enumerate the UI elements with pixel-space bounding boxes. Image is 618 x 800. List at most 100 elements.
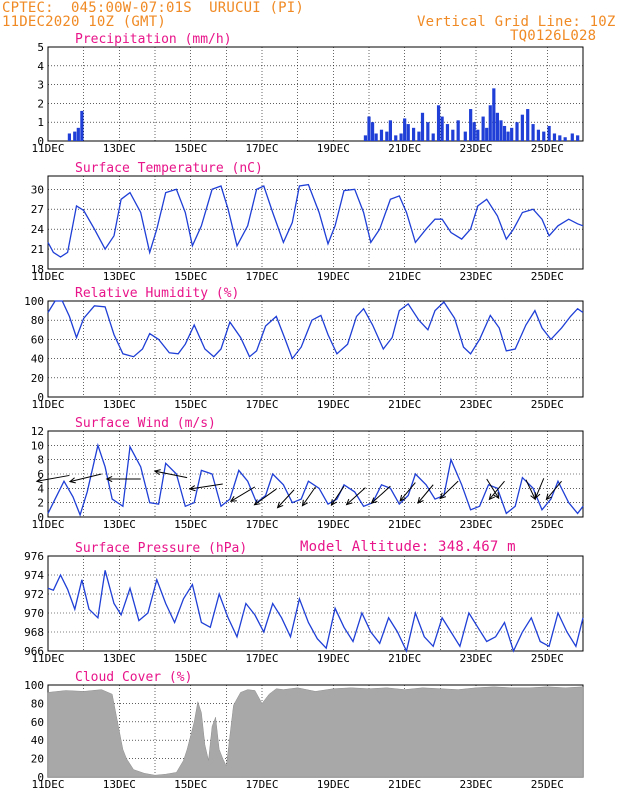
wind-arrow <box>189 483 223 490</box>
humidity-ytick-label: 20 <box>31 372 44 385</box>
wind-arrow-head <box>188 485 196 492</box>
humidity-xtick-label: 23DEC <box>459 398 492 411</box>
humidity-xtick-label: 21DEC <box>388 398 421 411</box>
precipitation-ytick-label: 3 <box>37 79 44 92</box>
humidity-ytick-label: 60 <box>31 333 44 346</box>
precip-bar <box>73 131 77 141</box>
precip-bar <box>570 133 574 141</box>
humidity-ytick-label: 80 <box>31 314 44 327</box>
humidity-frame <box>47 300 584 398</box>
precip-bar <box>436 105 441 141</box>
wind-arrow-head <box>370 497 378 504</box>
pressure-title: Surface Pressure (hPa) <box>75 541 247 556</box>
precip-bar <box>451 129 455 141</box>
precip-bar <box>488 105 492 141</box>
wind-arrow-head <box>68 477 76 484</box>
precip-bar <box>552 133 557 141</box>
precip-bar <box>374 133 378 141</box>
precip-bar <box>385 131 389 141</box>
cloud-cover-xtick-label: 23DEC <box>459 778 492 791</box>
temperature-xtick-label: 21DEC <box>388 270 421 283</box>
precip-bar <box>485 127 489 141</box>
wind-arrow-head <box>153 469 161 476</box>
wind-ytick-label: 10 <box>31 439 44 452</box>
wind-ytick-label: 12 <box>31 425 44 438</box>
temperature-xtick-label: 13DEC <box>103 270 136 283</box>
precip-bar <box>563 137 567 141</box>
precipitation-xtick-label: 23DEC <box>459 142 492 155</box>
precip-bar <box>394 135 398 141</box>
precip-bar <box>520 114 524 141</box>
temperature-xtick-label: 19DEC <box>317 270 350 283</box>
pressure-xtick-label: 11DEC <box>31 652 64 665</box>
precip-bar <box>426 122 430 141</box>
precip-bar <box>558 135 562 141</box>
wind-arrow-head <box>488 493 495 501</box>
precip-bar <box>370 122 375 141</box>
pressure-ytick-label: 976 <box>24 550 44 563</box>
wind-arrow <box>371 485 391 504</box>
humidity-ytick-label: 0 <box>37 391 44 404</box>
precip-bar <box>440 116 444 141</box>
wind-arrow-head <box>345 498 353 506</box>
pressure-xtick-label: 19DEC <box>317 652 350 665</box>
pressure-xtick-label: 23DEC <box>459 652 492 665</box>
precipitation-ytick-label: 2 <box>37 97 44 110</box>
precipitation-xtick-label: 21DEC <box>388 142 421 155</box>
pressure-series-line <box>47 570 584 653</box>
wind-xtick-label: 19DEC <box>317 518 350 531</box>
wind-arrow-head <box>534 492 541 500</box>
pressure-panel: 966 968 970 972 974 976 11DEC 13DEC 15DEC 17DEC 19… <box>24 541 584 665</box>
wind-arrow <box>230 486 256 502</box>
wind-xtick-label: 25DEC <box>531 518 564 531</box>
precip-bar <box>431 133 435 141</box>
precipitation-xtick-label: 19DEC <box>317 142 350 155</box>
cloud-cover-ytick-label: 100 <box>24 679 44 692</box>
model-code-header: TQ0126L028 <box>510 28 597 44</box>
humidity-xtick-label: 15DEC <box>174 398 207 411</box>
humidity-xtick-label: 11DEC <box>31 398 64 411</box>
temperature-series-line <box>47 183 584 258</box>
cloud-cover-ytick-label: 40 <box>31 734 44 747</box>
wind-arrow <box>154 470 188 479</box>
wind-arrow <box>330 485 345 506</box>
temperature-ytick-label: 18 <box>31 263 44 276</box>
pressure-xtick-label: 21DEC <box>388 652 421 665</box>
station-header: CPTEC: 045:00W-07:01S URUCUI (PI) <box>2 0 305 16</box>
temperature-ytick-label: 30 <box>31 183 44 196</box>
wind-arrow <box>399 482 416 502</box>
wind-arrow <box>488 480 505 500</box>
pressure-xtick-label: 15DEC <box>174 652 207 665</box>
temperature-ytick-label: 27 <box>31 203 44 216</box>
precip-bar <box>476 129 480 141</box>
wind-arrow <box>36 474 70 482</box>
humidity-panel: 0 20 40 60 80 100 11DEC 13DEC 15DEC 17DEC 19DEC 21D… <box>24 286 584 411</box>
temperature-ytick-label: 21 <box>31 243 44 256</box>
precip-bar <box>363 135 368 141</box>
cloud-cover-ytick-label: 60 <box>31 716 44 729</box>
precip-bar <box>388 120 392 141</box>
wind-ytick-label: 0 <box>37 511 44 524</box>
precip-bar <box>515 122 519 141</box>
humidity-xtick-label: 17DEC <box>245 398 278 411</box>
precip-bar <box>526 109 530 141</box>
temperature-xtick-label: 15DEC <box>174 270 207 283</box>
wind-arrow-head <box>105 475 113 483</box>
humidity-xtick-label: 25DEC <box>531 398 564 411</box>
precipitation-ytick-label: 5 <box>37 41 44 54</box>
precip-bar <box>481 116 485 141</box>
pressure-ytick-label: 972 <box>24 588 44 601</box>
temperature-frame <box>47 175 584 270</box>
cloud-cover-ytick-label: 20 <box>31 753 44 766</box>
wind-arrow <box>546 480 562 500</box>
wind-arrow-head <box>301 499 308 507</box>
precip-bar <box>420 112 425 141</box>
cloud-cover-ytick-label: 80 <box>31 697 44 710</box>
wind-xtick-label: 15DEC <box>174 518 207 531</box>
precipitation-xtick-label: 11DEC <box>31 142 64 155</box>
wind-arrow-head <box>35 477 43 484</box>
temperature-xtick-label: 11DEC <box>31 270 64 283</box>
precip-bar <box>495 112 499 141</box>
humidity-series-line <box>47 300 584 360</box>
wind-series-line <box>47 442 584 517</box>
